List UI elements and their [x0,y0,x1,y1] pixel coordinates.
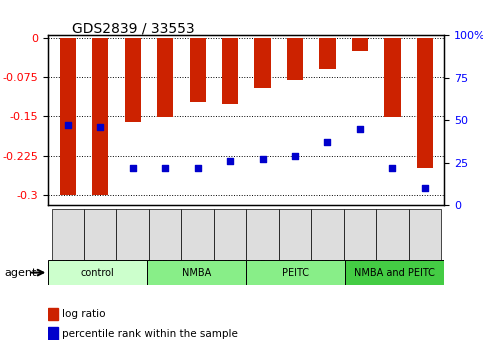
FancyBboxPatch shape [246,260,345,285]
Bar [157,38,173,118]
Bar [48,327,58,340]
Bar [279,209,311,260]
Text: NMBA: NMBA [182,268,212,278]
Bar [417,38,433,168]
Text: log ratio: log ratio [62,309,106,319]
Bar [409,209,441,260]
Bar [246,209,279,260]
Bar [255,38,270,88]
Bar [92,38,108,195]
FancyBboxPatch shape [147,260,246,285]
Point [97,124,104,130]
Text: GDS2839 / 33553: GDS2839 / 33553 [72,21,195,35]
Bar [287,38,303,80]
Bar [84,209,116,260]
Bar [60,38,76,195]
Point [356,126,364,132]
Bar [149,209,182,260]
Bar [222,38,238,104]
Bar [182,209,214,260]
Bar [352,38,368,51]
Bar [376,209,409,260]
FancyBboxPatch shape [345,260,444,285]
Bar [311,209,344,260]
Point [64,122,71,128]
Point [388,165,396,171]
Bar [116,209,149,260]
Text: percentile rank within the sample: percentile rank within the sample [62,329,238,339]
FancyBboxPatch shape [48,260,147,285]
Text: agent: agent [5,268,37,278]
Point [129,165,137,171]
Point [291,153,299,159]
Bar [48,308,58,320]
Bar [319,38,336,69]
Bar [214,209,246,260]
Point [421,185,429,191]
Text: NMBA and PEITC: NMBA and PEITC [355,268,435,278]
Bar [189,38,206,102]
Bar [52,209,84,260]
Point [226,158,234,164]
Bar [125,38,141,122]
Bar [344,209,376,260]
Bar [384,38,400,118]
Point [161,165,169,171]
Point [194,165,201,171]
Point [324,139,331,145]
Point [259,156,267,162]
Text: PEITC: PEITC [283,268,309,278]
Text: control: control [81,268,114,278]
